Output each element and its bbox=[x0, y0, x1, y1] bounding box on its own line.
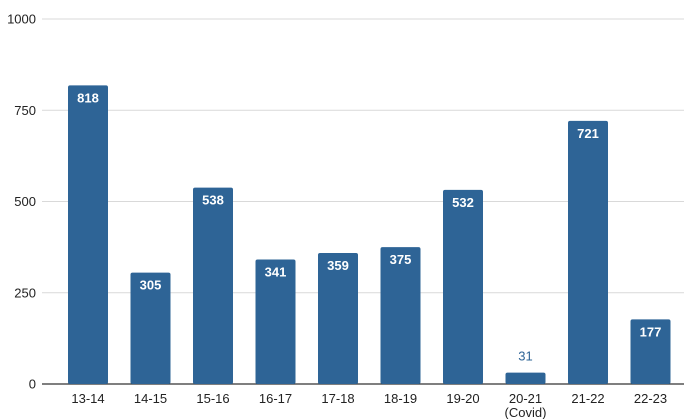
bar bbox=[380, 247, 421, 384]
x-tick-label: 16-17 bbox=[259, 391, 292, 406]
y-axis-tick-labels: 0 250 500 750 1000 bbox=[7, 12, 36, 392]
bars bbox=[68, 85, 671, 385]
x-tick-label: 13-14 bbox=[71, 391, 104, 406]
bar bbox=[630, 319, 671, 384]
bar bbox=[568, 120, 608, 385]
x-tick-sublabel: (Covid) bbox=[505, 405, 547, 419]
data-label: 818 bbox=[77, 90, 99, 105]
data-label: 305 bbox=[140, 278, 162, 293]
y-tick-label: 250 bbox=[14, 285, 36, 300]
x-tick-label: 22-23 bbox=[634, 391, 667, 406]
data-label: 177 bbox=[640, 324, 662, 339]
x-tick-label: 17-18 bbox=[321, 391, 354, 406]
data-labels: 818 305 538 341 359 375 532 31 721 177 bbox=[77, 90, 661, 363]
bar bbox=[318, 252, 358, 384]
data-label: 375 bbox=[390, 252, 412, 267]
bar bbox=[193, 187, 233, 384]
data-label: 721 bbox=[577, 126, 599, 141]
x-axis-tick-labels: 13-14 14-15 15-16 16-17 17-18 18-19 19-20 20-21… bbox=[71, 391, 667, 419]
x-tick-label: 20-21 bbox=[509, 391, 542, 406]
x-tick-label: 15-16 bbox=[196, 391, 229, 406]
bar bbox=[255, 259, 296, 384]
data-label: 359 bbox=[327, 258, 349, 273]
x-tick-label: 14-15 bbox=[134, 391, 167, 406]
data-label: 532 bbox=[452, 195, 474, 210]
bar bbox=[505, 372, 546, 384]
data-label: 341 bbox=[265, 265, 287, 280]
y-tick-label: 1000 bbox=[7, 12, 36, 27]
x-tick-label: 21-22 bbox=[571, 391, 604, 406]
bar bbox=[68, 85, 108, 385]
x-tick-label: 18-19 bbox=[384, 391, 417, 406]
data-label: 538 bbox=[202, 193, 224, 208]
data-label: 31 bbox=[518, 349, 532, 364]
y-tick-label: 750 bbox=[14, 103, 36, 118]
y-tick-label: 0 bbox=[29, 377, 36, 392]
bar bbox=[443, 189, 483, 384]
bar bbox=[130, 272, 171, 384]
y-tick-label: 500 bbox=[14, 194, 36, 209]
x-tick-label: 19-20 bbox=[446, 391, 479, 406]
